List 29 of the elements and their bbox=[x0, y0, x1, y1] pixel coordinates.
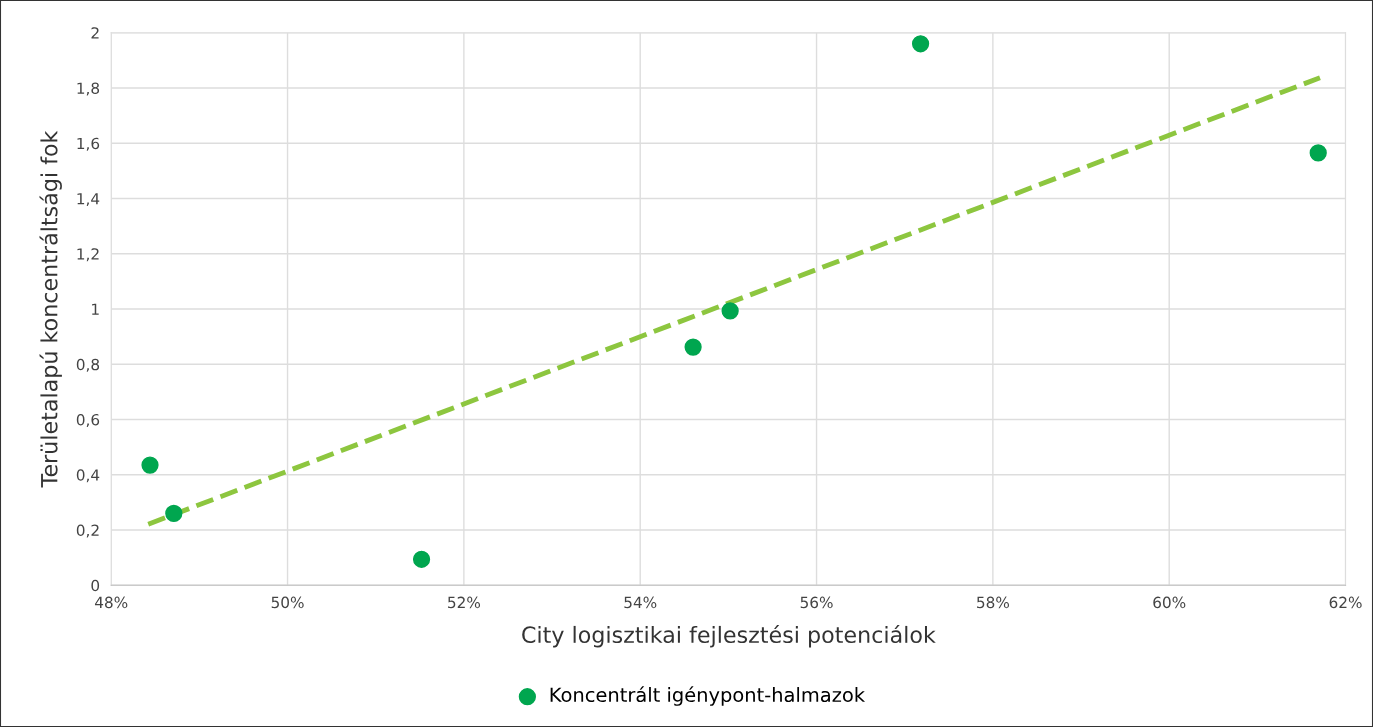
point bbox=[911, 35, 930, 53]
x-tick-label: 60% bbox=[1153, 596, 1186, 609]
y-tick-label: 0,2 bbox=[76, 524, 99, 538]
x-tick-label: 48% bbox=[94, 596, 128, 609]
y-tick-label: 1,8 bbox=[77, 82, 100, 96]
point bbox=[165, 504, 183, 523]
x-tick-label: 52% bbox=[448, 596, 481, 609]
x-tick-label: 58% bbox=[977, 596, 1010, 609]
x-tick-label: 54% bbox=[624, 596, 657, 609]
y-axis-title: Területalapú koncentráltsági fok bbox=[39, 130, 62, 488]
y-tick-label: 0,4 bbox=[76, 469, 100, 483]
x-tick-label: 62% bbox=[1329, 596, 1362, 609]
point bbox=[1309, 144, 1327, 162]
point bbox=[721, 302, 739, 320]
y-tick-label: 0,6 bbox=[76, 413, 100, 428]
y-tick-label: 1,2 bbox=[77, 248, 99, 262]
point bbox=[412, 550, 431, 568]
y-tick-label: 1,6 bbox=[77, 137, 100, 151]
x-axis-title: City logisztikai fejlesztési potenciálok bbox=[522, 625, 936, 648]
point bbox=[684, 338, 702, 356]
y-tick-label: 2 bbox=[91, 27, 99, 39]
y-tick-label: 1,4 bbox=[77, 193, 100, 207]
x-tick-label: 50% bbox=[271, 596, 304, 609]
x-tick-label: 56% bbox=[800, 596, 833, 609]
y-tick-label: 0,8 bbox=[76, 358, 100, 372]
y-tick-label: 0 bbox=[91, 579, 100, 592]
point bbox=[141, 456, 159, 474]
legend-label: Koncentrált igénypont-halmazok bbox=[550, 686, 866, 706]
y-tick-label: 1 bbox=[92, 303, 99, 315]
